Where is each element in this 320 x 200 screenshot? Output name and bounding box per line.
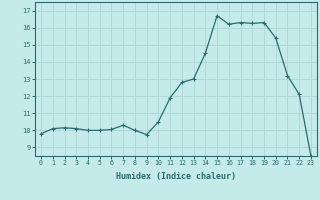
X-axis label: Humidex (Indice chaleur): Humidex (Indice chaleur) [116, 172, 236, 181]
